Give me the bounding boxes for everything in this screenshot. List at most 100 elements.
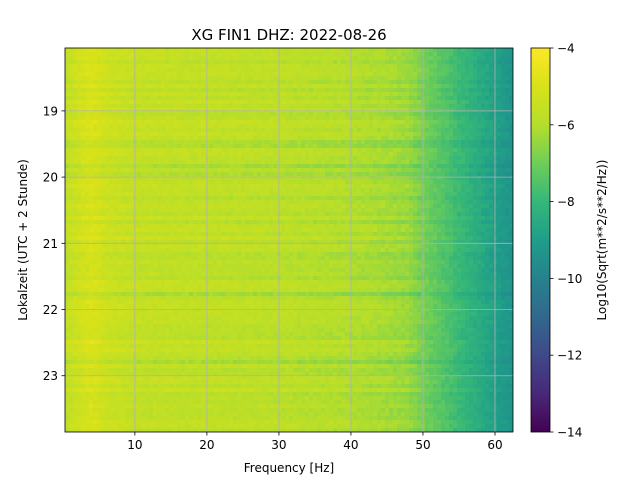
- heatmap-cell: [453, 104, 458, 109]
- heatmap-cell: [509, 88, 513, 93]
- heatmap-cell: [77, 200, 82, 205]
- heatmap-cell: [181, 68, 186, 73]
- heatmap-cell: [385, 96, 390, 101]
- heatmap-cell: [265, 200, 270, 205]
- heatmap-cell: [209, 76, 214, 81]
- heatmap-cell: [409, 176, 414, 181]
- heatmap-cell: [129, 92, 134, 97]
- heatmap-cell: [313, 160, 318, 165]
- heatmap-cell: [365, 156, 370, 161]
- heatmap-cell: [185, 204, 190, 209]
- heatmap-cell: [253, 224, 258, 229]
- heatmap-cell: [213, 144, 218, 149]
- heatmap-cell: [113, 132, 118, 137]
- heatmap-cell: [341, 148, 346, 153]
- heatmap-cell: [181, 196, 186, 201]
- heatmap-cell: [393, 52, 398, 57]
- heatmap-cell: [77, 144, 82, 149]
- heatmap-cell: [273, 112, 278, 117]
- heatmap-cell: [133, 60, 138, 65]
- heatmap-cell: [237, 136, 242, 141]
- heatmap-cell: [481, 136, 486, 141]
- heatmap-cell: [125, 108, 130, 113]
- heatmap-cell: [345, 100, 350, 105]
- heatmap-cell: [325, 76, 330, 81]
- heatmap-cell: [109, 116, 114, 121]
- heatmap-cell: [157, 72, 162, 77]
- heatmap-cell: [125, 192, 130, 197]
- heatmap-cell: [337, 112, 342, 117]
- heatmap-cell: [465, 76, 470, 81]
- heatmap-cell: [73, 204, 78, 209]
- heatmap-cell: [473, 84, 478, 89]
- heatmap-cell: [301, 188, 306, 193]
- heatmap-cell: [397, 208, 402, 213]
- heatmap-cell: [501, 184, 506, 189]
- heatmap-cell: [449, 168, 454, 173]
- heatmap-cell: [169, 88, 174, 93]
- heatmap-cell: [313, 116, 318, 121]
- heatmap-cell: [141, 48, 146, 53]
- heatmap-cell: [293, 188, 298, 193]
- heatmap-cell: [353, 60, 358, 65]
- heatmap-cell: [289, 80, 294, 85]
- heatmap-cell: [301, 72, 306, 77]
- heatmap-cell: [237, 164, 242, 169]
- heatmap-cell: [101, 172, 106, 177]
- heatmap-cell: [189, 68, 194, 73]
- heatmap-cell: [409, 104, 414, 109]
- heatmap-cell: [417, 168, 422, 173]
- heatmap-cell: [337, 128, 342, 133]
- heatmap-cell: [133, 220, 138, 225]
- heatmap-cell: [385, 188, 390, 193]
- heatmap-cell: [253, 52, 258, 57]
- heatmap-cell: [85, 112, 90, 117]
- heatmap-cell: [489, 192, 494, 197]
- heatmap-cell: [301, 176, 306, 181]
- heatmap-cell: [461, 68, 466, 73]
- heatmap-cell: [241, 136, 246, 141]
- heatmap-cell: [433, 164, 438, 169]
- heatmap-cell: [317, 100, 322, 105]
- heatmap-cell: [213, 120, 218, 125]
- heatmap-cell: [129, 180, 134, 185]
- heatmap-cell: [153, 208, 158, 213]
- heatmap-cell: [321, 96, 326, 101]
- heatmap-cell: [201, 100, 206, 105]
- heatmap-cell: [329, 164, 334, 169]
- heatmap-cell: [129, 76, 134, 81]
- heatmap-cell: [217, 56, 222, 61]
- heatmap-cell: [425, 184, 430, 189]
- heatmap-cell: [405, 164, 410, 169]
- heatmap-cell: [157, 100, 162, 105]
- heatmap-cell: [113, 56, 118, 61]
- heatmap-cell: [137, 188, 142, 193]
- heatmap-cell: [69, 96, 74, 101]
- heatmap-cell: [237, 192, 242, 197]
- heatmap-cell: [389, 144, 394, 149]
- heatmap-cell: [81, 76, 86, 81]
- heatmap-cell: [245, 180, 250, 185]
- heatmap-cell: [441, 104, 446, 109]
- heatmap-cell: [101, 144, 106, 149]
- heatmap-cell: [153, 176, 158, 181]
- heatmap-cell: [89, 88, 94, 93]
- heatmap-cell: [293, 76, 298, 81]
- heatmap-cell: [177, 216, 182, 221]
- heatmap-cell: [113, 160, 118, 165]
- heatmap-cell: [285, 104, 290, 109]
- heatmap-cell: [241, 124, 246, 129]
- heatmap-cell: [201, 132, 206, 137]
- heatmap-cell: [245, 140, 250, 145]
- heatmap-cell: [117, 188, 122, 193]
- heatmap-cell: [245, 64, 250, 69]
- heatmap-cell: [361, 120, 366, 125]
- heatmap-cell: [173, 128, 178, 133]
- heatmap-cell: [465, 192, 470, 197]
- heatmap-cell: [305, 128, 310, 133]
- heatmap-cell: [181, 60, 186, 65]
- heatmap-cell: [489, 132, 494, 137]
- heatmap-cell: [113, 212, 118, 217]
- heatmap-cell: [353, 128, 358, 133]
- heatmap-cell: [101, 84, 106, 89]
